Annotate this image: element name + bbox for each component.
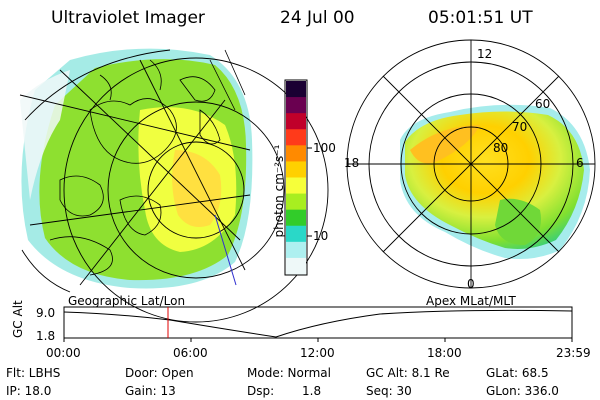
timeline-tick-2359: 23:59 <box>556 346 591 360</box>
timeline-tick-0600: 06:00 <box>173 346 208 360</box>
colorbar-swatch <box>286 129 306 146</box>
lat-60-label: 60 <box>535 97 551 111</box>
colorbar-swatch <box>286 177 306 195</box>
status-ip: IP: 18.0 <box>6 384 52 398</box>
status-gc-alt: GC Alt: 8.1 Re <box>366 366 450 380</box>
apex-panel-label: Apex MLat/MLT <box>426 294 516 308</box>
geographic-panel-label: Geographic Lat/Lon <box>68 294 186 308</box>
status-gain: Gain: 13 <box>125 384 176 398</box>
mlt-0-label: 0 <box>467 277 475 291</box>
colorbar-swatch <box>286 193 306 211</box>
colorbar-swatch <box>286 241 306 259</box>
colorbar-unit-label: photon cm⁻²s⁻¹ <box>272 144 286 238</box>
colorbar-swatch <box>286 81 306 98</box>
status-door: Door: Open <box>125 366 194 380</box>
timeline-tick-1800: 18:00 <box>427 346 462 360</box>
colorbar-swatch <box>286 209 306 227</box>
status-mode: Mode: Normal <box>247 366 331 380</box>
colorbar-swatch <box>286 145 306 162</box>
image-date: 24 Jul 00 <box>280 8 355 28</box>
polar-image <box>346 39 596 289</box>
image-time: 05:01:51 UT <box>428 8 533 28</box>
colorbar-swatch <box>286 97 306 114</box>
timeline-plot <box>63 306 573 342</box>
gc-alt-curve <box>63 309 573 338</box>
colorbar-swatch <box>286 161 306 178</box>
colorbar-tick-100: 100 <box>313 141 336 155</box>
mlt-12-label: 12 <box>477 47 493 61</box>
colorbar-swatch <box>286 225 306 243</box>
status-dsp-label: Dsp: <box>247 384 275 398</box>
status-glat: GLat: 68.5 <box>486 366 549 380</box>
timeline-tick-0000: 00:00 <box>46 346 81 360</box>
status-glon: GLon: 336.0 <box>486 384 559 398</box>
colorbar-swatch <box>286 113 306 130</box>
colorbar-tick-10: 10 <box>313 229 329 243</box>
status-dsp-value: 1.8 <box>302 384 322 398</box>
timeline-tick-1200: 12:00 <box>300 346 335 360</box>
colorbar-swatch <box>286 257 306 275</box>
lat-80-label: 80 <box>493 141 509 155</box>
status-seq: Seq: 30 <box>366 384 412 398</box>
mlt-18-label: 18 <box>344 156 360 170</box>
timeline-y-top: 9.0 <box>36 306 56 320</box>
geographic-image <box>19 48 329 323</box>
mlt-6-label: 6 <box>576 156 584 170</box>
app-title: Ultraviolet Imager <box>51 8 205 28</box>
timeline-axis-title: GC Alt <box>11 300 25 338</box>
colorbar <box>284 79 312 276</box>
lat-70-label: 70 <box>512 120 528 134</box>
timeline-y-bottom: 1.8 <box>36 329 56 343</box>
status-filter: Flt: LBHS <box>6 366 61 380</box>
